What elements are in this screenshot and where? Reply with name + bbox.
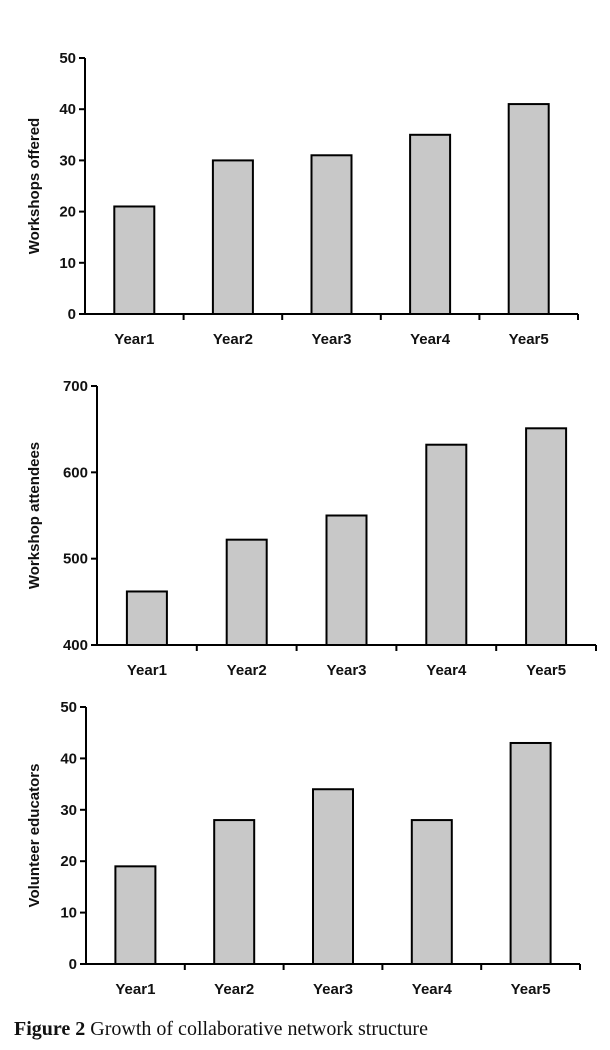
figure-caption: Figure 2 Growth of collaborative network… <box>14 1018 428 1041</box>
x-category-label: Year3 <box>311 331 351 348</box>
y-axis-title: Workshops offered <box>26 118 43 254</box>
x-category-label: Year3 <box>326 662 366 679</box>
x-category-label: Year4 <box>410 331 451 348</box>
chart-panel-1: 0 10 20 30 40 50 Year1 Year2 Year3 Year4 Year5 Work… <box>26 50 579 348</box>
bar-year1 <box>114 865 157 966</box>
y-tick-label: 10 <box>59 255 76 272</box>
y-tick-label: 20 <box>60 853 77 870</box>
bar-year2 <box>211 159 254 315</box>
y-tick-label: 40 <box>60 750 77 767</box>
y-tick-label: 700 <box>63 378 88 395</box>
y-tick-label: 30 <box>60 802 77 819</box>
y-tick-label: 50 <box>59 50 76 67</box>
y-tick-label: 400 <box>63 637 88 654</box>
x-category-label: Year2 <box>227 662 267 679</box>
bar-year3 <box>310 154 353 315</box>
figure-charts: 0 10 20 30 40 50 Year1 Year2 Year3 Year4 Year5 Work… <box>26 50 597 998</box>
y-tick-label: 10 <box>60 905 77 922</box>
y-tick-label: 30 <box>59 152 76 169</box>
y-tick-label: 50 <box>60 699 77 716</box>
bar-year4 <box>425 443 468 646</box>
y-axis-title: Workshop attendees <box>26 442 43 589</box>
chart-panel-2: 400 500 600 700 Year1 Year2 Year3 Year4 Year5 Wor… <box>26 378 597 679</box>
x-category-label: Year2 <box>213 331 253 348</box>
x-category-label: Year5 <box>526 662 566 679</box>
bar-year2 <box>225 538 268 647</box>
x-category-label: Year1 <box>114 331 154 348</box>
figure-label: Figure 2 <box>14 1018 86 1040</box>
x-category-label: Year3 <box>313 981 353 998</box>
x-category-label: Year2 <box>214 981 254 998</box>
y-tick-label: 600 <box>63 464 88 481</box>
y-tick-label: 20 <box>59 204 76 221</box>
bar-year2 <box>213 819 256 966</box>
chart-panel-3: 0 10 20 30 40 50 Year1 Year2 Year3 Year4 Year5 Volu… <box>26 699 581 998</box>
x-category-label: Year1 <box>127 662 167 679</box>
x-category-label: Year5 <box>511 981 551 998</box>
y-tick-label: 0 <box>69 956 77 973</box>
x-category-label: Year4 <box>412 981 453 998</box>
bar-year5 <box>509 741 552 965</box>
bar-year4 <box>410 819 453 966</box>
y-tick-label: 500 <box>63 551 88 568</box>
bar-year5 <box>507 103 550 315</box>
x-category-label: Year5 <box>509 331 549 348</box>
bar-year3 <box>312 788 354 965</box>
y-tick-label: 0 <box>68 306 76 323</box>
bar-year1 <box>113 205 156 315</box>
bar-year1 <box>125 590 168 646</box>
y-tick-label: 40 <box>59 101 76 118</box>
x-category-label: Year4 <box>426 662 467 679</box>
bar-year3 <box>325 514 368 646</box>
bar-year5 <box>525 427 568 647</box>
x-category-label: Year1 <box>115 981 155 998</box>
caption-text: Growth of collaborative network structur… <box>90 1018 428 1040</box>
y-axis-title: Volunteer educators <box>26 764 43 908</box>
bar-year4 <box>409 133 452 315</box>
